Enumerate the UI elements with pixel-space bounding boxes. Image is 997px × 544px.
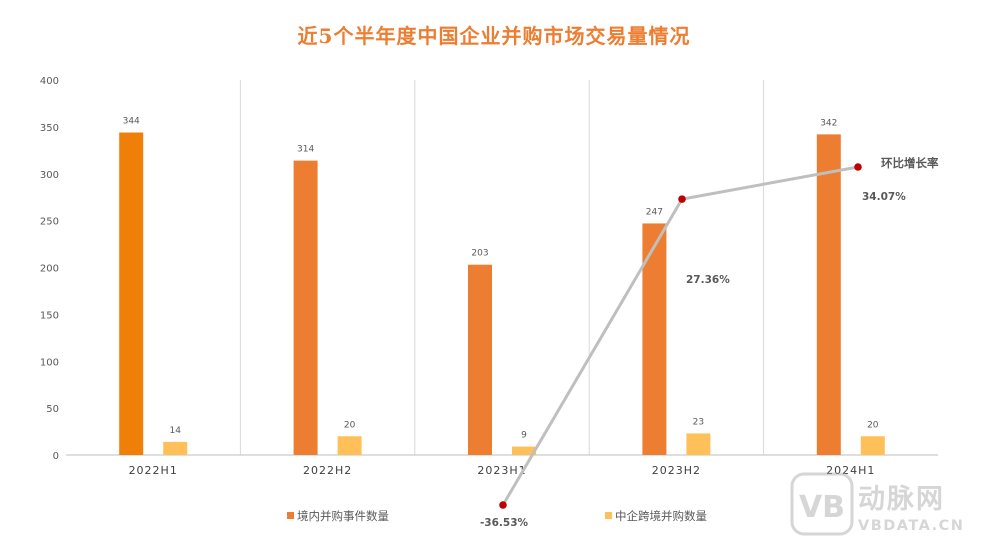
bar-data-label: 314: [297, 145, 314, 155]
bar: [293, 160, 318, 455]
y-tick-label: 350: [40, 123, 59, 134]
chart-grid: [66, 80, 938, 456]
growth-rate-marker: [854, 163, 862, 171]
growth-rate-polyline: [501, 165, 859, 506]
bar: [163, 441, 188, 455]
bar: [119, 132, 144, 455]
bar-data-labels: 344 314 203 247 342 14 20 9 23 20: [123, 117, 879, 441]
watermark-logo: VB 动脉网 VBDATA.CN: [790, 472, 964, 536]
bar-series: [119, 132, 885, 455]
growth-rate-line: -36.53% 27.36% 34.07% 环比增长率: [480, 156, 939, 529]
bar-data-label: 23: [693, 417, 704, 427]
growth-rate-label: 34.07%: [862, 191, 906, 203]
bar: [816, 134, 841, 455]
growth-rate-marker: [678, 195, 686, 203]
bar-data-label: 9: [521, 431, 527, 441]
legend-swatch: [605, 512, 612, 519]
x-tick-label: 2023H2: [652, 464, 701, 477]
bar: [337, 436, 362, 455]
legend-swatch: [287, 512, 294, 519]
y-tick-label: 150: [40, 310, 59, 321]
growth-rate-label: 27.36%: [686, 274, 730, 286]
growth-rate-marker: [499, 501, 507, 509]
y-axis: 0 50 100 150 200 250 300 350 400: [40, 76, 59, 462]
y-tick-label: 400: [40, 76, 59, 87]
bar: [468, 264, 492, 455]
x-tick-label: 2022H2: [303, 464, 352, 477]
y-tick-label: 50: [46, 404, 59, 415]
growth-rate-series-name: 环比增长率: [881, 156, 939, 170]
y-tick-label: 250: [40, 217, 59, 228]
bar: [860, 436, 885, 455]
chart-title: 近5个半年度中国企业并购市场交易量情况: [298, 24, 691, 48]
bar-data-label: 203: [471, 249, 488, 259]
vb-logo-frame: [790, 472, 854, 536]
x-tick-label: 2023H1: [477, 464, 526, 477]
x-tick-label: 2022H1: [129, 464, 178, 477]
legend-label: 中企跨境并购数量: [615, 509, 707, 523]
vb-logo-icon: VB: [790, 472, 854, 536]
watermark-brand: 动脉网: [858, 484, 945, 515]
bar: [512, 446, 536, 455]
y-tick-label: 200: [40, 264, 59, 275]
bar-data-label: 14: [169, 426, 181, 436]
bar-data-label: 20: [344, 420, 356, 430]
legend-label: 境内并购事件数量: [297, 509, 389, 523]
bar-data-label: 344: [123, 117, 140, 127]
x-tick-label: 2024H1: [826, 464, 875, 477]
growth-rate-label: -36.53%: [480, 517, 529, 529]
y-tick-label: 0: [53, 451, 59, 462]
y-tick-label: 100: [40, 357, 59, 368]
watermark-domain: VBDATA.CN: [858, 518, 964, 534]
y-tick-label: 300: [40, 170, 59, 181]
x-axis: 2022H1 2022H2 2023H1 2023H2 2024H1: [129, 464, 875, 477]
bar-data-label: 20: [867, 420, 879, 430]
bar-data-label: 247: [646, 207, 663, 217]
legend: 境内并购事件数量 中企跨境并购数量: [287, 509, 707, 523]
vb-logo-letters: VB: [799, 490, 845, 525]
bar: [686, 433, 711, 455]
bar-data-label: 342: [820, 118, 837, 128]
